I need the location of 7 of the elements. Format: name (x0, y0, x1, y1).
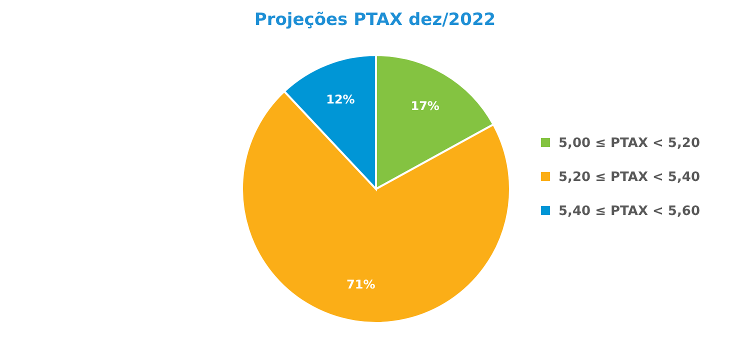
legend-label: 5,00 ≤ PTAX < 5,20 (558, 136, 700, 150)
legend-label: 5,20 ≤ PTAX < 5,40 (558, 170, 700, 184)
data-label: 17% (410, 98, 440, 113)
chart-title: Projeções PTAX dez/2022 (253, 10, 497, 30)
data-label: 12% (326, 92, 355, 106)
data-label: 71% (346, 277, 376, 292)
legend-label: 5,40 ≤ PTAX < 5,60 (558, 204, 700, 218)
